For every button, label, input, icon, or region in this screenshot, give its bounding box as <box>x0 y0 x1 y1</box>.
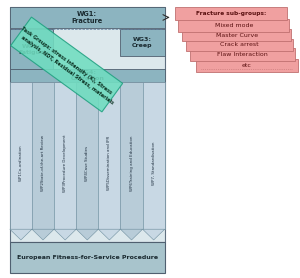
Text: WP5Dissemination and IPR: WP5Dissemination and IPR <box>107 136 111 190</box>
Polygon shape <box>76 229 98 240</box>
Bar <box>54 82 76 229</box>
Text: analysis, NDT, Residual Stress, materials: analysis, NDT, Residual Stress, material… <box>20 35 114 106</box>
Bar <box>182 29 291 41</box>
Bar <box>10 7 165 242</box>
Text: Task Groups: stress intensity (K), Stress: Task Groups: stress intensity (K), Stres… <box>20 26 113 95</box>
Bar <box>10 82 32 229</box>
Bar <box>32 82 54 229</box>
Text: WP6Training and Education: WP6Training and Education <box>130 135 134 191</box>
Bar <box>186 39 293 51</box>
Bar <box>121 82 142 229</box>
Bar <box>120 29 165 56</box>
Text: WP3Procedure Development: WP3Procedure Development <box>63 134 67 192</box>
Text: WP2State-of-the-art Review: WP2State-of-the-art Review <box>41 135 45 191</box>
Polygon shape <box>10 229 32 240</box>
Polygon shape <box>121 229 142 240</box>
Text: WP4Case Studies: WP4Case Studies <box>85 145 89 181</box>
Text: Mixed mode: Mixed mode <box>214 23 253 28</box>
Text: Crack arrest: Crack arrest <box>220 42 259 47</box>
Text: Master Curve: Master Curve <box>216 33 258 38</box>
Text: European Fitness-for-Service Procedure: European Fitness-for-Service Procedure <box>17 255 158 260</box>
Bar <box>190 48 295 61</box>
Polygon shape <box>98 229 121 240</box>
Bar <box>10 70 165 82</box>
Bar <box>178 19 289 32</box>
Text: WG3:
Creep: WG3: Creep <box>132 37 152 48</box>
Bar <box>98 82 121 229</box>
Text: Flaw Interaction: Flaw Interaction <box>217 52 268 57</box>
Bar <box>10 7 165 28</box>
Text: WG4:
Corrosion: WG4: Corrosion <box>70 70 104 81</box>
Polygon shape <box>54 229 76 240</box>
Polygon shape <box>142 229 165 240</box>
Text: WG2:
Fatigue: WG2: Fatigue <box>18 44 44 55</box>
Bar <box>10 29 53 70</box>
Bar <box>11 17 123 112</box>
Bar <box>142 82 165 229</box>
Text: Fracture sub-groups:: Fracture sub-groups: <box>196 11 266 16</box>
Bar <box>175 7 287 20</box>
Polygon shape <box>32 229 54 240</box>
Text: WP7, Standardisation: WP7, Standardisation <box>152 141 156 185</box>
Text: etc: etc <box>242 63 252 68</box>
Text: WG1:
Fracture: WG1: Fracture <box>72 11 103 24</box>
Bar <box>196 59 298 72</box>
Text: WP1Co-ordination: WP1Co-ordination <box>19 145 23 181</box>
Bar <box>76 82 98 229</box>
Bar <box>10 242 165 273</box>
